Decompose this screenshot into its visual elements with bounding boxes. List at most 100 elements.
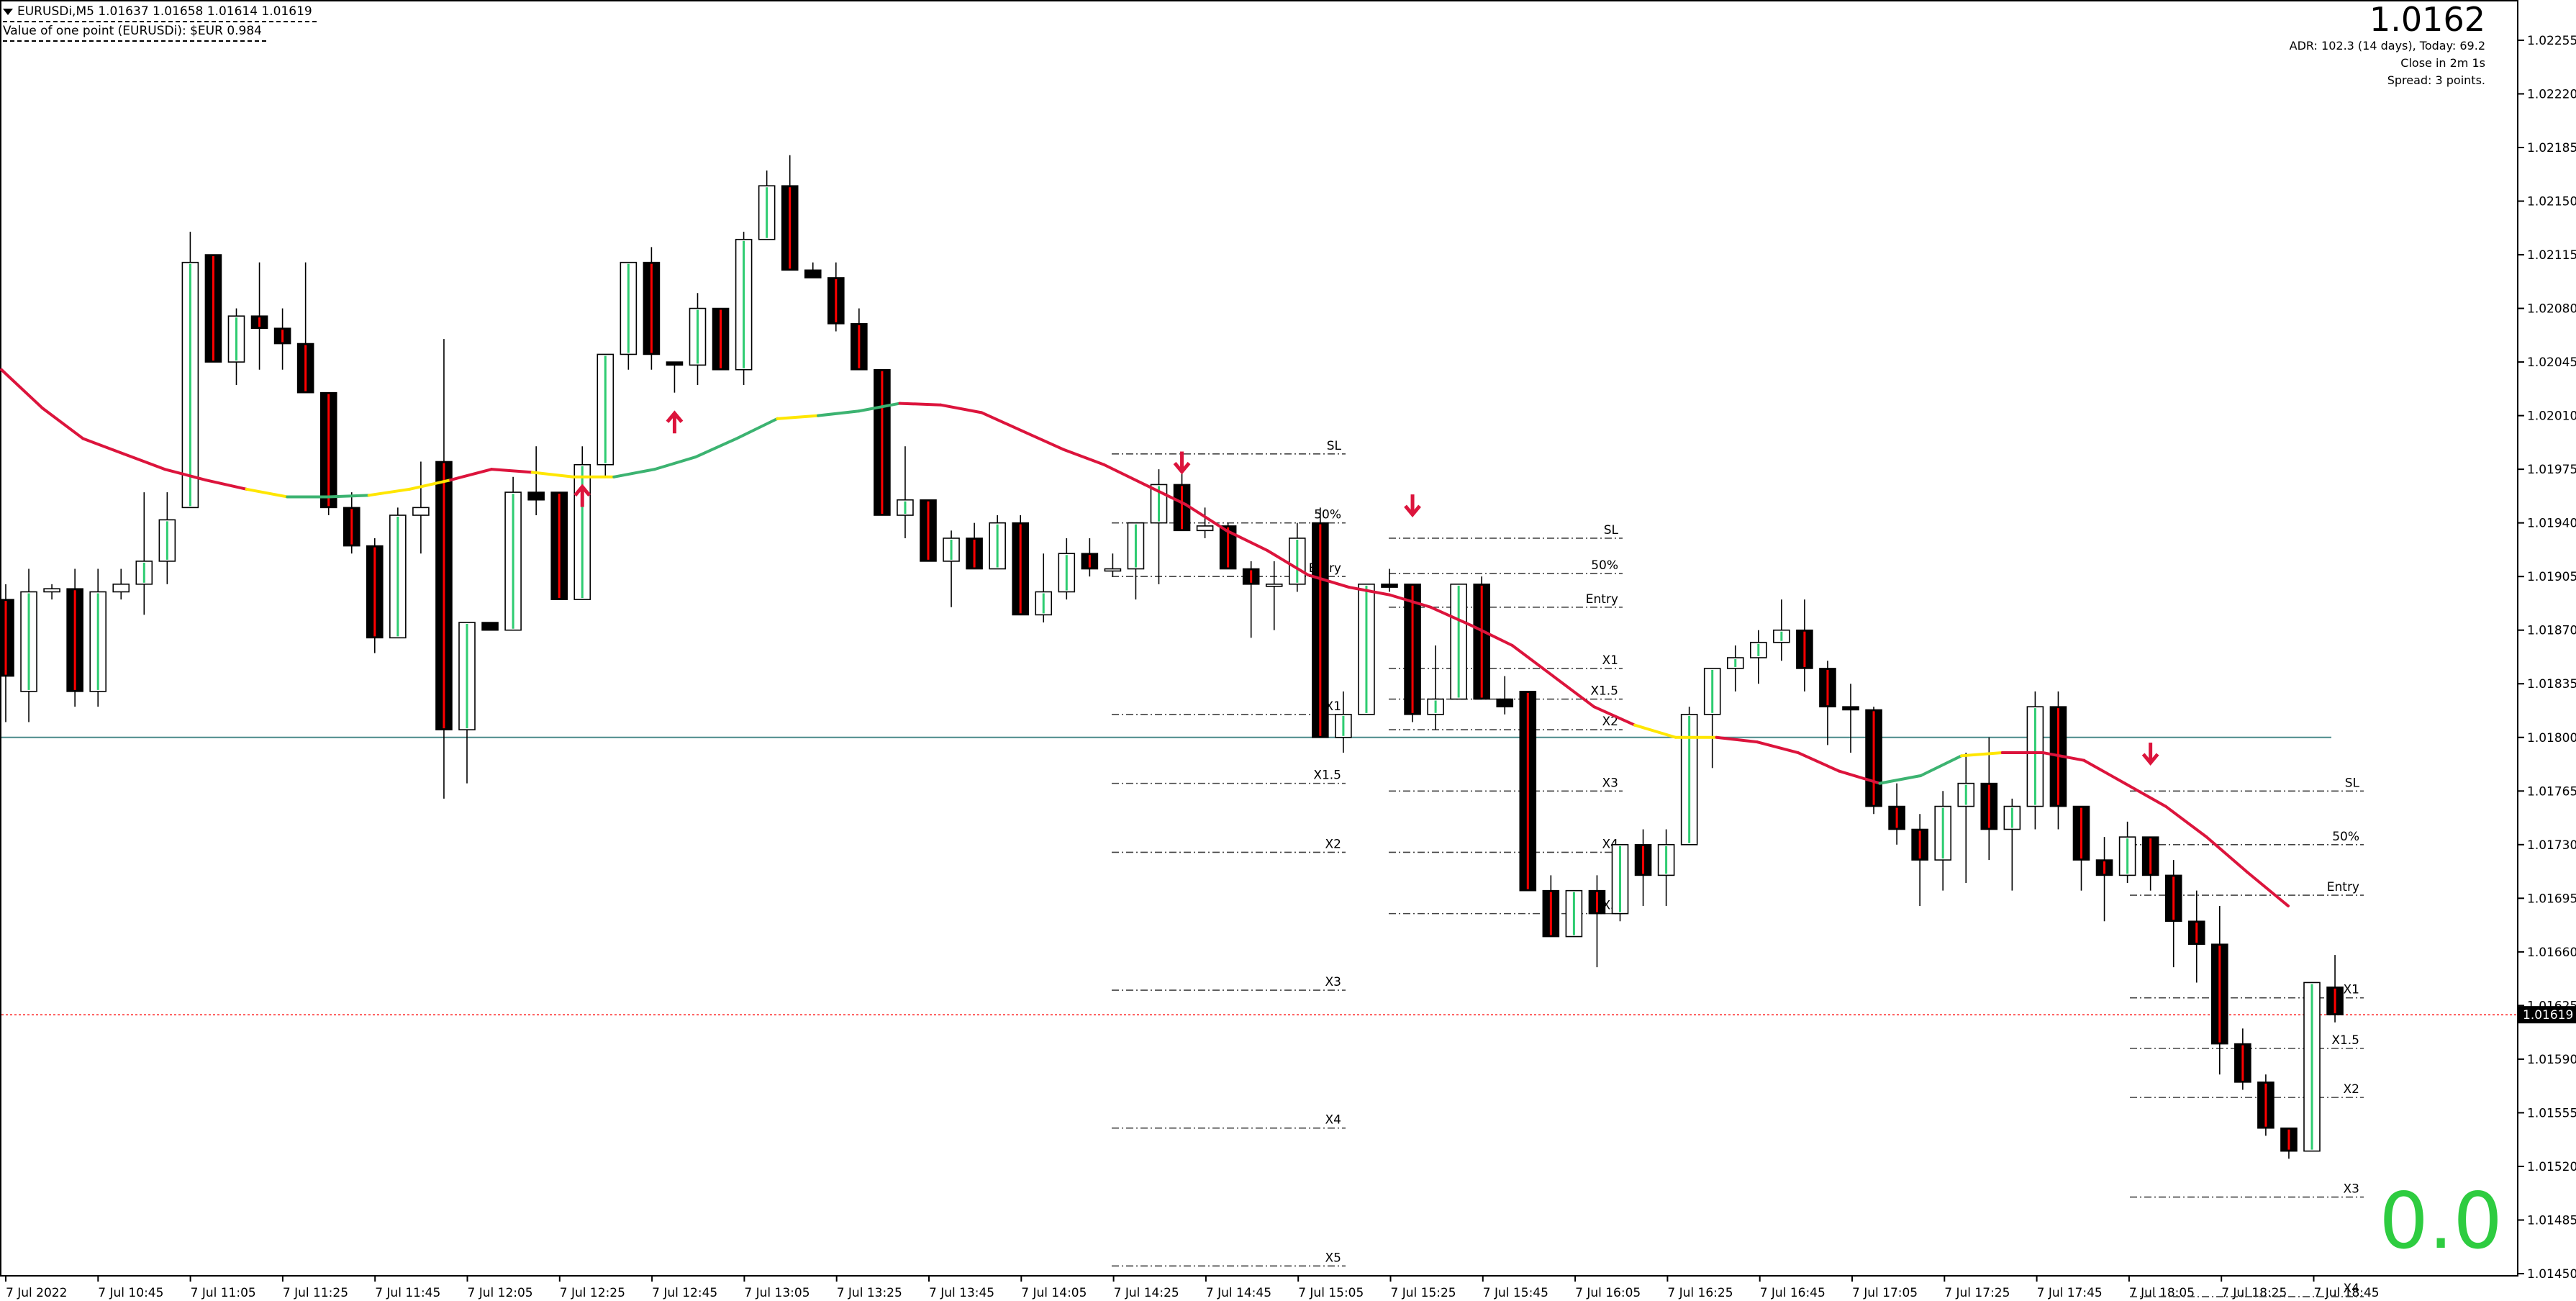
moving-average-segment [1061,448,1106,466]
time-label: 7 Jul 17:05 [1852,1286,1918,1300]
price-tick-label: 1.01485 [2527,1213,2576,1228]
candle [1842,684,1859,753]
setup-level-label: X1.5 [1590,684,1618,699]
candle [1611,844,1629,922]
candle [804,262,822,278]
candle [181,232,199,509]
moving-average-segment [327,494,371,499]
candle [527,446,545,516]
candle [1680,707,1698,846]
candle-body [481,622,499,631]
price-tick-label: 1.01730 [2527,838,2576,853]
symbol-info: EURUSDi,M5 1.01637 1.01658 1.01614 1.016… [3,3,317,42]
score-readout: 0.0 [2379,1177,2503,1266]
point-value: Value of one point (EURUSDi): $EUR 0.984 [3,24,262,38]
candle-body [43,588,60,593]
candle [273,308,291,370]
sell-arrow-icon [1404,494,1421,518]
candle [43,584,60,600]
candle [2326,955,2344,1023]
setup-level-label: Entry [1586,592,1618,607]
moving-average-segment [245,487,289,499]
time-label: 7 Jul 17:45 [2037,1286,2103,1300]
moving-average-segment [1143,483,1187,507]
price-tick-label: 1.01765 [2527,784,2576,799]
candle [2211,905,2228,1075]
moving-average-segment [2123,781,2167,808]
candle [781,155,799,271]
candle [827,262,845,332]
candle [2257,1074,2275,1136]
setup-level-label: X1 [2344,983,2359,997]
moving-average-segment [2246,871,2290,907]
candle [1657,829,1675,906]
setup-level-label: X1 [1325,699,1341,714]
candle [897,446,914,538]
candle [1565,889,1583,938]
candle [851,308,868,371]
arrow-head [666,410,684,423]
candle [758,170,776,240]
moving-average-segment [1878,774,1923,785]
candle [966,522,983,570]
time-label: 7 Jul 15:25 [1391,1286,1456,1300]
time-label: 7 Jul 12:45 [652,1286,717,1300]
current-price-tag [2518,1006,2576,1024]
time-label: 7 Jul 17:25 [1944,1286,2010,1300]
price-tick-label: 1.01940 [2527,517,2576,531]
candle [135,492,153,615]
moving-average-segment [898,402,943,407]
moving-average-segment [1388,593,1433,609]
candle [1496,676,1514,715]
candle [1819,661,1836,745]
candle [481,622,499,631]
moving-average-segment [81,437,126,455]
moving-average-segment [1184,503,1228,532]
price-tick-label: 1.02045 [2527,355,2576,370]
candle [550,491,568,600]
setup-level-label: X4 [1325,1113,1341,1128]
setup-level-label: X1.5 [2331,1033,2359,1048]
moving-average-segment [1266,548,1310,577]
setup-level-label: SL [2345,776,2360,790]
moving-average-segment [2164,804,2208,839]
candle [1726,645,1744,692]
time-label: 7 Jul 14:05 [1021,1286,1087,1300]
candle [1219,522,1237,570]
moving-average-segment [1633,723,1677,739]
sell-arrow-icon [2141,743,2159,766]
candle [2095,837,2113,922]
moving-average-segment [449,468,493,482]
candle [1634,829,1652,906]
candle [1473,576,1490,700]
moving-average-segment [612,468,656,479]
time-label: 7 Jul 11:25 [283,1286,348,1300]
candle [643,247,661,370]
setup-level-label: X2 [2344,1082,2359,1097]
candle [1703,668,1721,769]
moving-average-segment [490,468,534,474]
candle [597,353,614,477]
candle-body [1381,584,1398,588]
candle-body [1196,525,1214,532]
price-tick-label: 1.01905 [2527,570,2576,584]
collapse-triangle-icon[interactable] [3,8,13,15]
candle [1888,783,1905,845]
price-tick-label: 1.02255 [2527,34,2576,48]
setup-level-label: X5 [1325,1251,1341,1265]
moving-average-segment [1837,769,1882,785]
close-timer: Close in 2m 1s [2400,56,2485,70]
moving-average-segment [122,452,166,471]
candle [2072,805,2090,891]
moving-average-segment [1756,740,1800,755]
candle [1980,737,1998,861]
moving-average-segment [1225,529,1269,552]
price-tick-label: 1.01590 [2527,1053,2576,1067]
moving-average-segment [857,402,902,413]
candle [1358,584,1375,715]
candle [66,568,83,707]
candle [1427,645,1444,730]
candle [920,499,937,562]
setup-level-label: X2 [1602,715,1618,729]
